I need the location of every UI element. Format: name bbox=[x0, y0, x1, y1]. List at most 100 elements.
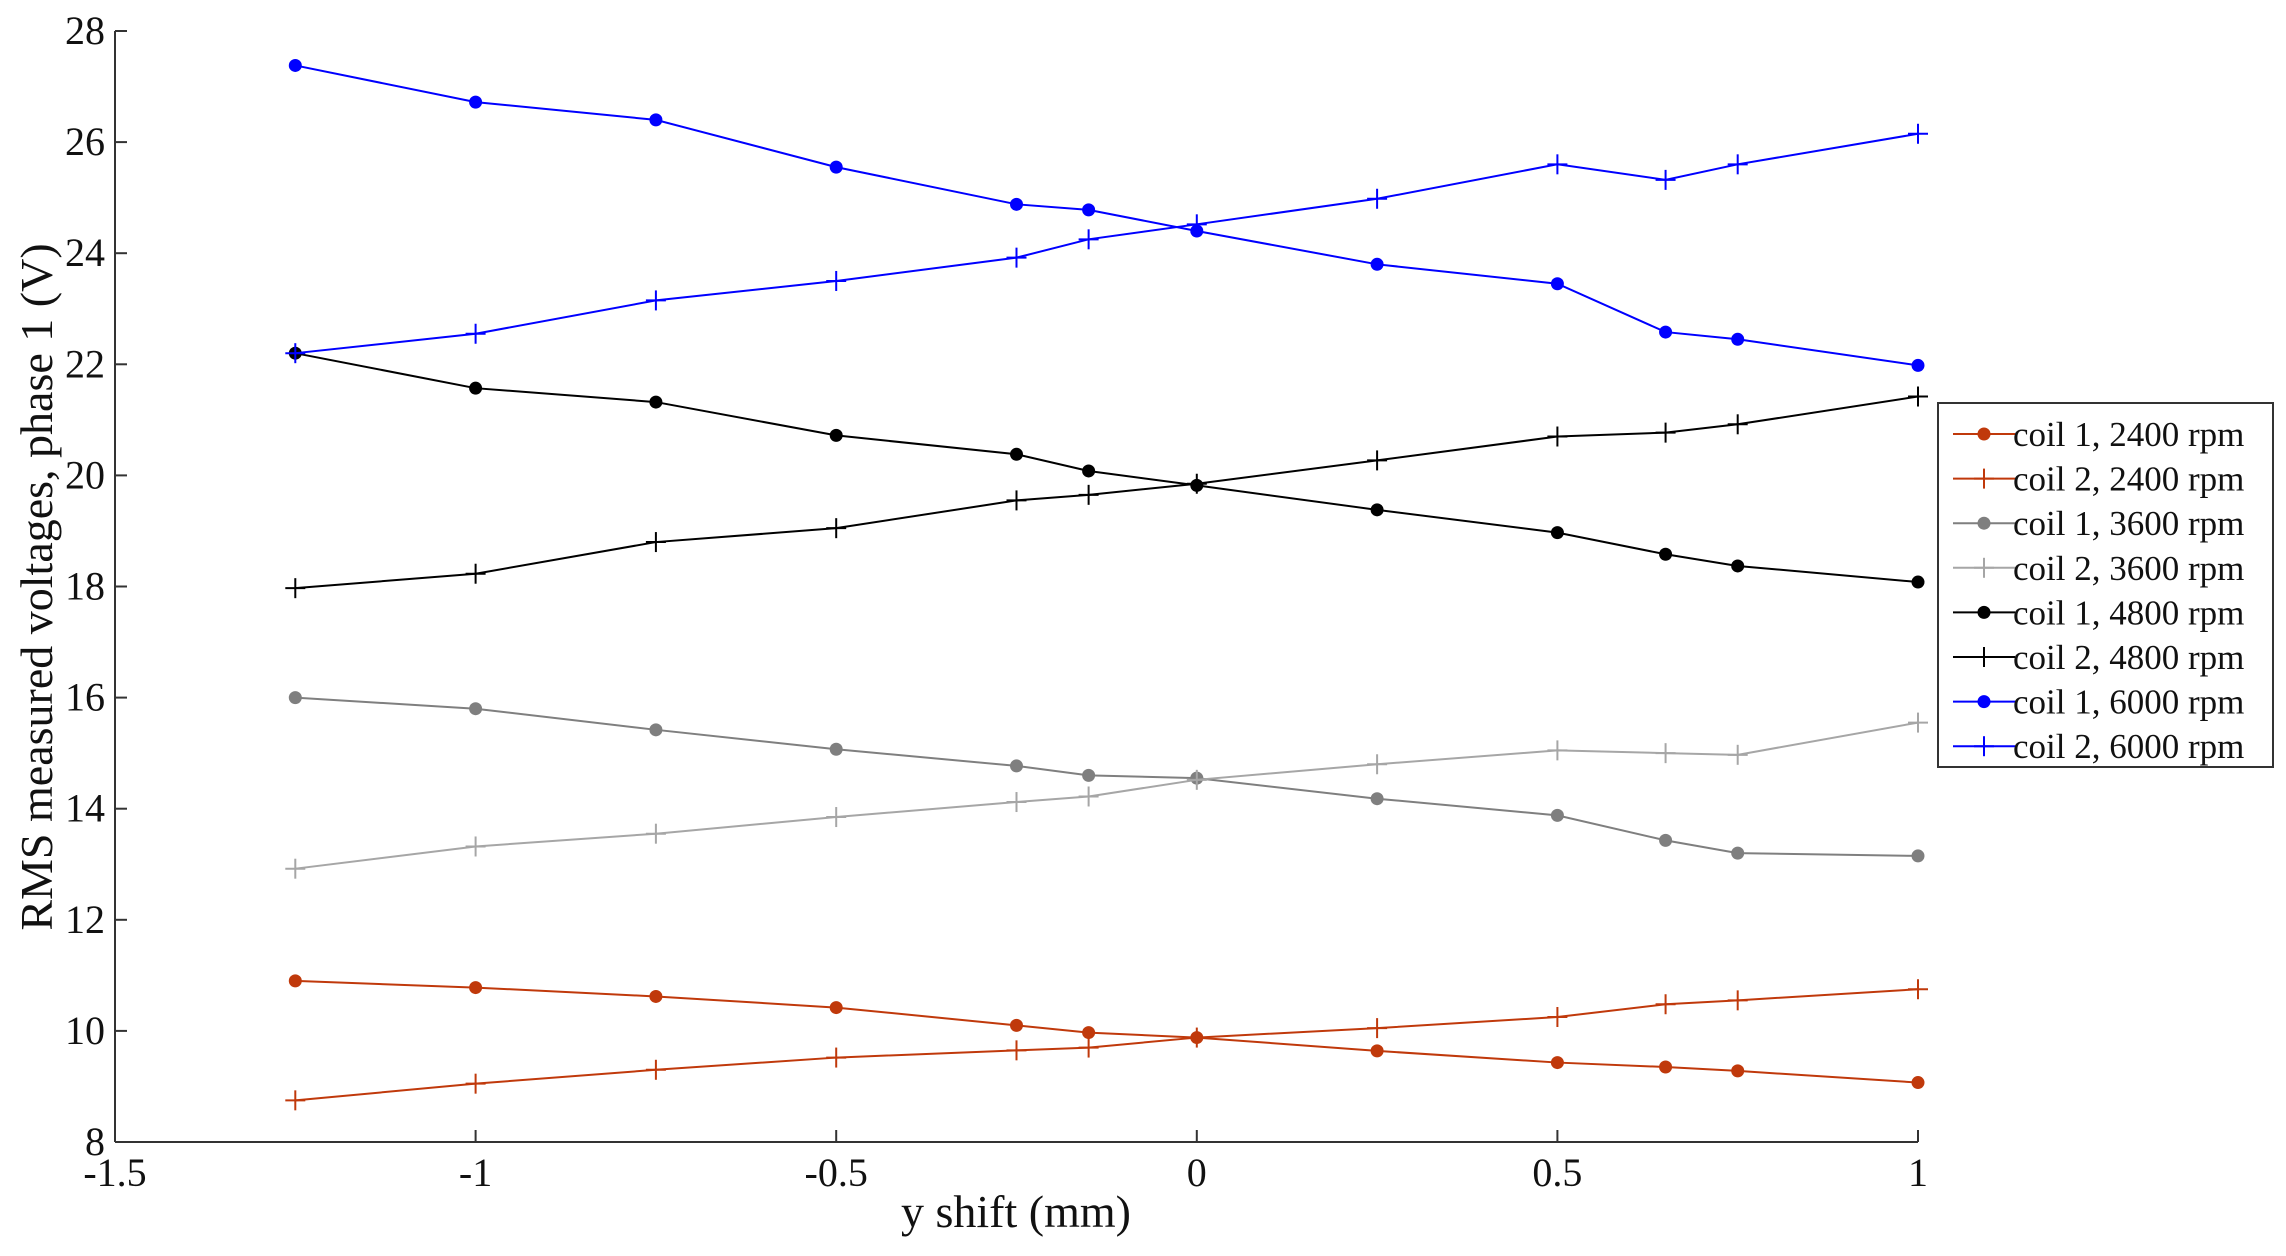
data-point bbox=[1547, 740, 1568, 761]
data-point bbox=[1908, 712, 1928, 733]
legend-swatch-marker bbox=[1974, 736, 1994, 757]
data-point bbox=[1550, 1056, 1564, 1070]
x-tick-label: -1.5 bbox=[83, 1150, 146, 1195]
data-point bbox=[826, 1047, 847, 1068]
series-line bbox=[295, 721, 1919, 870]
data-point bbox=[285, 1090, 306, 1111]
series-line bbox=[295, 395, 1919, 590]
data-point bbox=[465, 323, 486, 344]
series-6 bbox=[285, 386, 1928, 599]
y-tick-label: 10 bbox=[65, 1008, 105, 1053]
data-point bbox=[1078, 1037, 1099, 1058]
legend-label: coil 2, 6000 rpm bbox=[2013, 727, 2244, 766]
data-point bbox=[465, 563, 486, 584]
data-point bbox=[645, 290, 666, 311]
legend-swatch-marker bbox=[1977, 605, 1991, 619]
legend-label: coil 1, 4800 rpm bbox=[2013, 593, 2244, 632]
data-point bbox=[1082, 464, 1096, 478]
data-point bbox=[1659, 1060, 1673, 1074]
data-point bbox=[1727, 990, 1748, 1011]
legend-label: coil 1, 3600 rpm bbox=[2013, 504, 2244, 543]
data-point bbox=[1731, 559, 1745, 573]
data-point bbox=[285, 858, 306, 879]
data-point bbox=[1908, 123, 1928, 144]
data-point bbox=[469, 381, 483, 395]
legend-entry: coil 2, 4800 rpm bbox=[1953, 638, 2244, 677]
data-point bbox=[288, 58, 302, 72]
series-layer bbox=[285, 58, 1928, 1111]
data-point bbox=[288, 691, 302, 705]
series-4 bbox=[285, 712, 1928, 879]
data-point bbox=[1010, 1018, 1023, 1032]
plot-area bbox=[115, 31, 1918, 1142]
data-point bbox=[1370, 792, 1384, 806]
data-point bbox=[469, 981, 483, 995]
data-point bbox=[1186, 214, 1207, 235]
data-point bbox=[1010, 197, 1023, 211]
data-point bbox=[649, 113, 663, 127]
series-line bbox=[295, 979, 1919, 1084]
legend-items: coil 1, 2400 rpm coil 2, 2400 rpm coil 1, … bbox=[1953, 415, 2244, 766]
legend-label: coil 2, 3600 rpm bbox=[2013, 549, 2244, 588]
data-point bbox=[826, 518, 847, 539]
legend-swatch-marker bbox=[1977, 516, 1991, 530]
data-point bbox=[1550, 277, 1564, 291]
data-point bbox=[829, 160, 843, 174]
x-tick-label: -1 bbox=[459, 1150, 492, 1195]
data-point bbox=[1908, 386, 1928, 407]
data-point bbox=[1370, 1044, 1384, 1058]
data-point bbox=[1010, 447, 1023, 461]
y-tick-label: 20 bbox=[65, 452, 105, 497]
data-point bbox=[1655, 169, 1676, 190]
y-tick-label: 26 bbox=[65, 119, 105, 164]
data-point bbox=[1006, 247, 1027, 268]
data-point bbox=[649, 989, 663, 1003]
data-point bbox=[1547, 1007, 1568, 1028]
x-tick-label: -0.5 bbox=[805, 1150, 868, 1195]
data-point bbox=[1731, 846, 1745, 860]
legend-label: coil 2, 2400 rpm bbox=[2013, 460, 2244, 499]
legend-label: coil 1, 2400 rpm bbox=[2013, 415, 2244, 454]
legend-label: coil 2, 4800 rpm bbox=[2013, 638, 2244, 677]
data-point bbox=[469, 702, 483, 716]
data-point bbox=[285, 578, 306, 599]
data-point bbox=[1911, 575, 1925, 589]
data-point bbox=[1082, 768, 1096, 782]
data-point bbox=[1010, 759, 1023, 773]
x-tick-label: 0.5 bbox=[1532, 1150, 1582, 1195]
data-point bbox=[1655, 743, 1676, 764]
data-point bbox=[649, 723, 663, 737]
data-point bbox=[1908, 979, 1928, 1000]
legend-entry: coil 2, 3600 rpm bbox=[1953, 549, 2244, 588]
legend-entry: coil 2, 6000 rpm bbox=[1953, 727, 2244, 766]
data-point bbox=[1659, 833, 1673, 847]
data-point bbox=[1367, 450, 1388, 471]
data-point bbox=[1006, 792, 1027, 813]
data-point bbox=[829, 1001, 843, 1015]
data-point bbox=[1367, 754, 1388, 775]
data-point bbox=[1655, 994, 1676, 1015]
data-point bbox=[649, 395, 663, 409]
data-point bbox=[1911, 358, 1925, 372]
data-point bbox=[1550, 526, 1564, 540]
series-8 bbox=[285, 123, 1928, 364]
series-line bbox=[295, 132, 1919, 355]
legend-entry: coil 1, 2400 rpm bbox=[1953, 415, 2244, 454]
y-tick-label: 12 bbox=[65, 897, 105, 942]
data-point bbox=[288, 974, 302, 988]
y-tick-label: 8 bbox=[85, 1119, 105, 1164]
data-point bbox=[1655, 422, 1676, 443]
data-point bbox=[1367, 1018, 1388, 1039]
x-tick-label: 1 bbox=[1908, 1150, 1928, 1195]
data-point bbox=[1078, 786, 1099, 807]
legend-entry: coil 1, 6000 rpm bbox=[1953, 683, 2244, 722]
series-line bbox=[295, 988, 1919, 1102]
data-point bbox=[1550, 808, 1564, 822]
data-point bbox=[1078, 484, 1099, 505]
data-point bbox=[1727, 414, 1748, 435]
data-point bbox=[1547, 154, 1568, 175]
series-line bbox=[295, 352, 1919, 584]
